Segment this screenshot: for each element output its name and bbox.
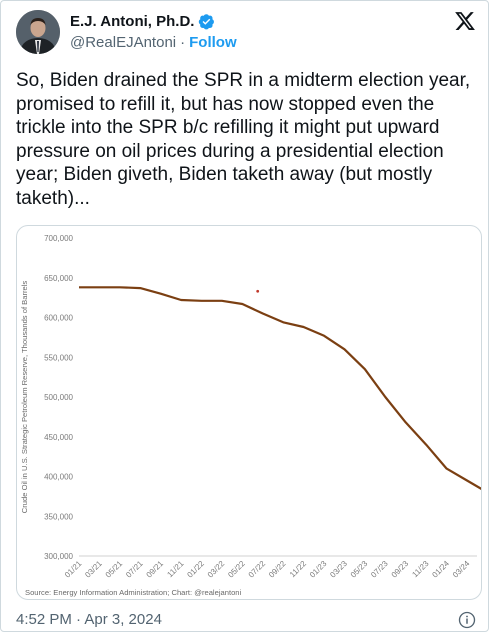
verified-badge-icon bbox=[199, 14, 215, 30]
x-tick-label: 01/23 bbox=[308, 559, 329, 580]
handle-separator: · bbox=[180, 34, 186, 51]
y-tick-label: 700,000 bbox=[44, 234, 73, 243]
tweet-text: So, Biden drained the SPR in a midterm e… bbox=[16, 70, 471, 209]
x-logo-icon[interactable] bbox=[454, 10, 476, 32]
y-tick-label: 300,000 bbox=[44, 552, 73, 561]
y-tick-label: 500,000 bbox=[44, 393, 73, 402]
x-tick-label: 07/21 bbox=[124, 559, 145, 580]
chart-marker-point bbox=[256, 289, 260, 293]
y-tick-label: 650,000 bbox=[44, 274, 73, 283]
spr-line-chart: 700,000 650,000 600,000 550,000 500,000 450,0… bbox=[20, 234, 481, 597]
tweet-timestamp[interactable]: 4:52 PM · Apr 3, 2024 bbox=[16, 611, 162, 628]
x-tick-label: 09/23 bbox=[390, 559, 411, 580]
x-tick-label: 01/21 bbox=[63, 559, 84, 580]
x-tick-label: 03/23 bbox=[328, 559, 349, 580]
spr-series-line bbox=[79, 286, 481, 490]
y-tick-label: 550,000 bbox=[44, 353, 73, 362]
chart-image[interactable]: 700,000 650,000 600,000 550,000 500,000 450,0… bbox=[16, 225, 482, 600]
tweet-header: E.J. Antoni, Ph.D. @RealEJAntoni · Follo… bbox=[16, 10, 476, 56]
x-tick-label: 03/24 bbox=[451, 559, 472, 580]
x-tick-label: 05/23 bbox=[349, 559, 370, 580]
avatar-image bbox=[16, 10, 60, 54]
author-handle-row: @RealEJAntoni · Follow bbox=[70, 34, 237, 51]
y-tick-label: 600,000 bbox=[44, 314, 73, 323]
author-handle[interactable]: @RealEJAntoni bbox=[70, 34, 177, 51]
x-tick-label: 03/21 bbox=[83, 559, 104, 580]
y-tick-label: 400,000 bbox=[44, 473, 73, 482]
follow-button[interactable]: Follow bbox=[189, 34, 237, 51]
x-tick-label: 01/24 bbox=[430, 559, 451, 580]
x-tick-label: 01/22 bbox=[185, 559, 206, 580]
x-tick-label: 07/23 bbox=[369, 559, 390, 580]
author-name-row: E.J. Antoni, Ph.D. bbox=[70, 13, 215, 30]
x-tick-label: 05/22 bbox=[226, 559, 247, 580]
y-axis-label: Crude Oil in U.S. Strategic Petroleum Re… bbox=[20, 281, 29, 514]
chart-source: Source: Energy Information Administratio… bbox=[25, 588, 242, 597]
x-tick-label: 09/21 bbox=[145, 559, 166, 580]
author-name[interactable]: E.J. Antoni, Ph.D. bbox=[70, 13, 195, 30]
y-tick-label: 350,000 bbox=[44, 512, 73, 521]
x-tick-label: 05/21 bbox=[104, 559, 125, 580]
x-tick-label: 03/22 bbox=[206, 559, 227, 580]
avatar[interactable] bbox=[16, 10, 60, 54]
y-tick-label: 450,000 bbox=[44, 433, 73, 442]
x-tick-label: 11/22 bbox=[288, 559, 308, 579]
x-tick-label: 09/22 bbox=[267, 559, 288, 580]
info-icon[interactable] bbox=[458, 611, 476, 629]
x-tick-label: 07/22 bbox=[247, 559, 268, 580]
x-tick-label: 11/23 bbox=[410, 559, 430, 579]
x-tick-label: 11/21 bbox=[165, 559, 185, 579]
